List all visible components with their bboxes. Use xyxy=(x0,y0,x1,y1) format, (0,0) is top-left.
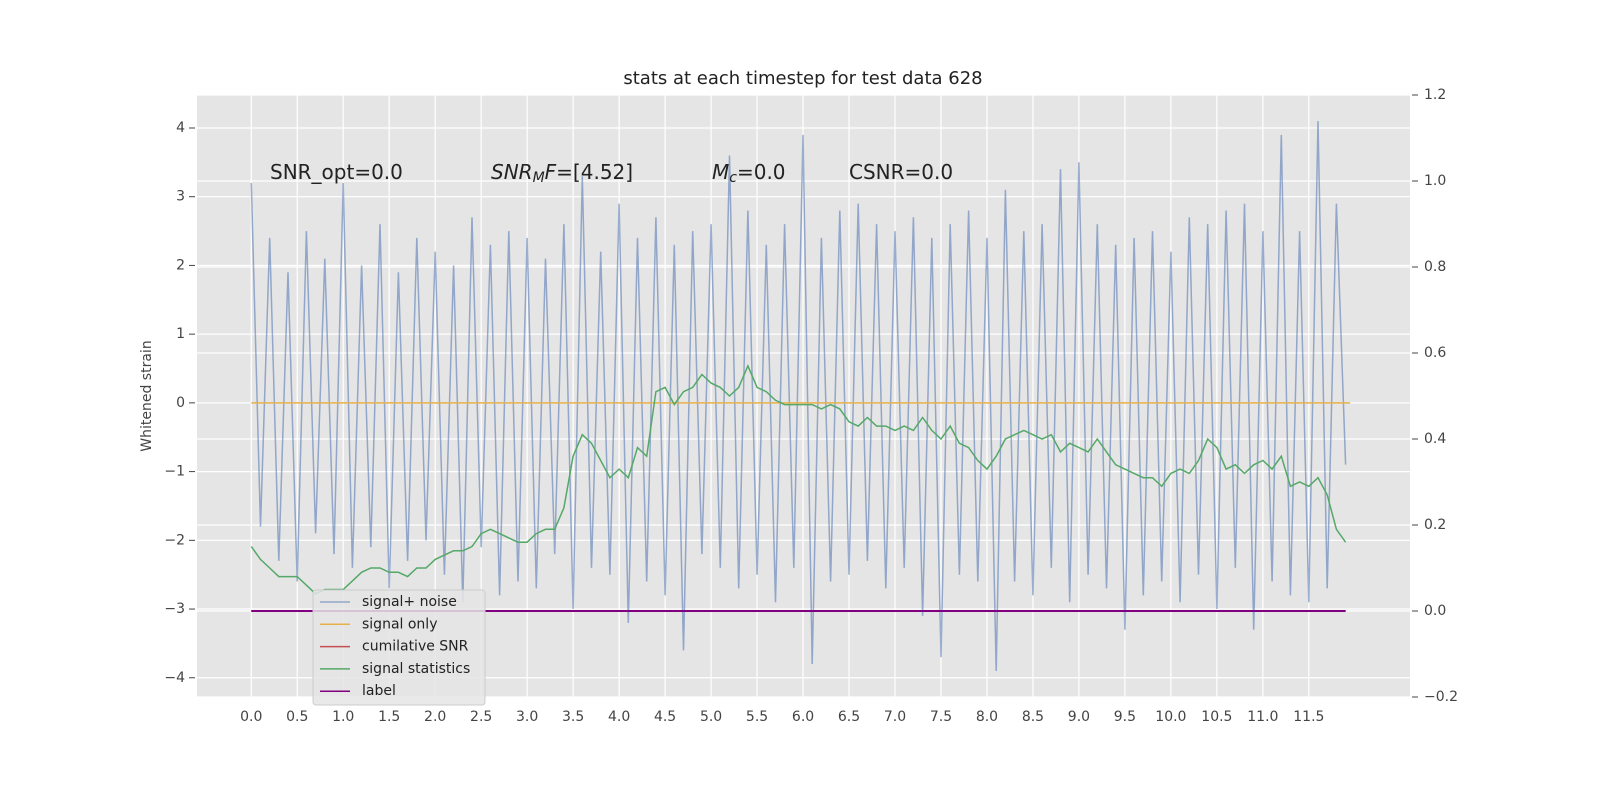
x-tick-label: 11.0 xyxy=(1247,709,1278,725)
annotation: Mc=0.0 xyxy=(712,160,786,187)
y-tick-label: 4 xyxy=(176,120,185,136)
x-tick-label: 5.5 xyxy=(746,709,768,725)
annotation-part: F xyxy=(545,160,557,184)
y-tick-label: −2 xyxy=(164,532,185,548)
annotation-part: SNR_opt=0.0 xyxy=(270,160,403,184)
annotation: SNR_opt=0.0 xyxy=(270,160,403,184)
annotation: SNRMF=[4.52] xyxy=(491,160,633,187)
y-tick-label: 2 xyxy=(176,257,185,273)
y-tick-label: −4 xyxy=(164,670,185,686)
x-tick-label: 8.0 xyxy=(976,709,998,725)
x-tick-label: 0.5 xyxy=(286,709,308,725)
x-tick-label: 10.5 xyxy=(1201,709,1232,725)
x-tick-label: 7.0 xyxy=(884,709,906,725)
annotation-part: SNR xyxy=(491,160,533,184)
legend-label: signal only xyxy=(362,616,437,632)
annotation: CSNR=0.0 xyxy=(849,160,953,184)
y-tick-label: −3 xyxy=(164,601,185,617)
y2-tick-label: 0.8 xyxy=(1424,259,1446,275)
x-tick-label: 1.5 xyxy=(378,709,400,725)
annotation-part: =0.0 xyxy=(737,160,786,184)
annotation-part: =[4.52] xyxy=(556,160,633,184)
x-tick-label: 7.5 xyxy=(930,709,952,725)
y2-tick-label: 0.2 xyxy=(1424,517,1446,533)
series-line xyxy=(250,121,1347,671)
annotation-part: c xyxy=(729,170,737,186)
x-tick-label: 9.0 xyxy=(1068,709,1090,725)
y-tick-label: −1 xyxy=(164,464,185,480)
y2-tick-label: 0.0 xyxy=(1424,603,1446,619)
chart-title: stats at each timestep for test data 628 xyxy=(623,68,982,89)
x-tick-label: 8.5 xyxy=(1022,709,1044,725)
x-tick-label: 6.0 xyxy=(792,709,814,725)
annotation-part: M xyxy=(712,160,729,184)
x-tick-label: 9.5 xyxy=(1114,709,1136,725)
x-tick-label: 4.5 xyxy=(654,709,676,725)
y2-tick-label: 0.4 xyxy=(1424,431,1446,447)
x-tick-label: 6.5 xyxy=(838,709,860,725)
y2-tick-label: 1.0 xyxy=(1424,173,1446,189)
y-tick-label: 3 xyxy=(176,189,185,205)
legend-label: label xyxy=(362,683,396,699)
x-tick-label: 5.0 xyxy=(700,709,722,725)
y2-tick-label: 1.2 xyxy=(1424,87,1446,103)
x-tick-label: 0.0 xyxy=(240,709,262,725)
x-tick-label: 2.5 xyxy=(470,709,492,725)
annotation-part: CSNR=0.0 xyxy=(849,160,953,184)
legend-box xyxy=(312,589,486,706)
y2-tick-label: −0.2 xyxy=(1424,689,1458,705)
legend-label: signal+ noise xyxy=(362,594,457,610)
y2-tick-label: 0.6 xyxy=(1424,345,1446,361)
y-axis-label: Whitened strain xyxy=(139,340,155,451)
y-tick-label: 1 xyxy=(176,326,185,342)
x-tick-label: 10.0 xyxy=(1155,709,1186,725)
legend-label: signal statistics xyxy=(362,661,470,677)
x-tick-label: 3.0 xyxy=(516,709,538,725)
x-tick-label: 1.0 xyxy=(332,709,354,725)
x-tick-label: 2.0 xyxy=(424,709,446,725)
x-tick-label: 3.5 xyxy=(562,709,584,725)
annotation-part: M xyxy=(533,170,545,186)
x-tick-label: 4.0 xyxy=(608,709,630,725)
legend-label: cumilative SNR xyxy=(362,639,469,655)
y-tick-label: 0 xyxy=(176,395,185,411)
series-line xyxy=(250,363,1347,595)
x-tick-label: 11.5 xyxy=(1293,709,1324,725)
